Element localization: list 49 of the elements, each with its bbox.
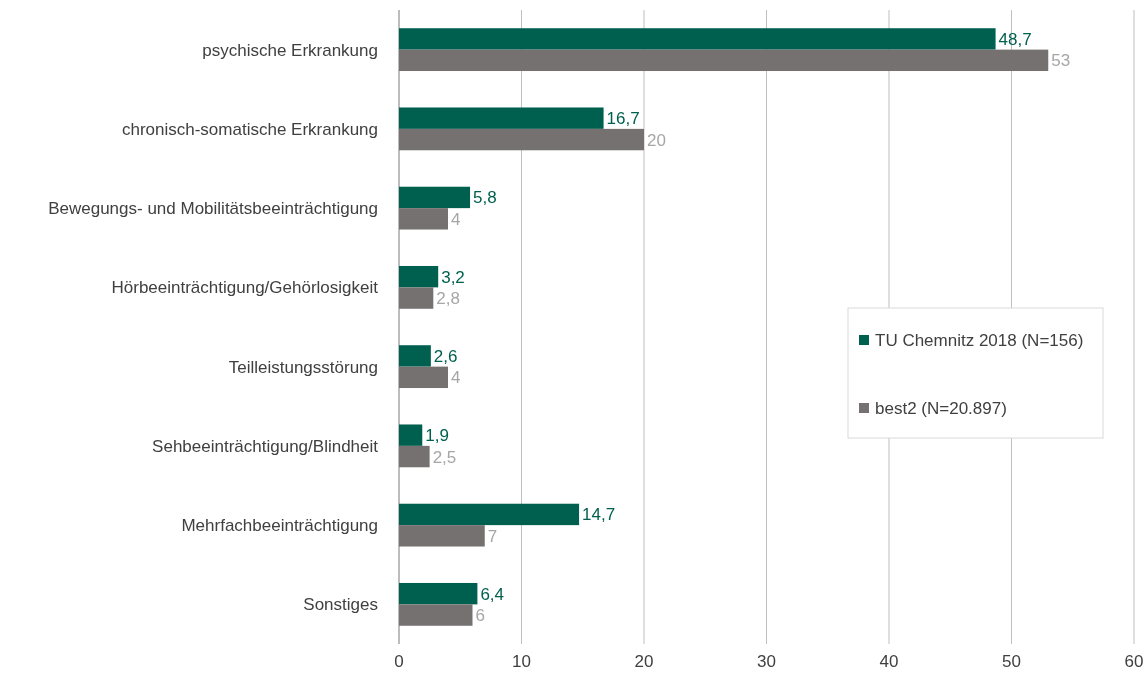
bar bbox=[399, 186, 471, 209]
y-tick-label: Hörbeeinträchtigung/Gehörlosigkeit bbox=[111, 278, 379, 298]
x-tick-label: 10 bbox=[512, 652, 531, 671]
bar bbox=[399, 287, 434, 309]
x-tick-label: 50 bbox=[1002, 652, 1021, 671]
data-label: 7 bbox=[487, 526, 498, 546]
y-tick-label: Bewegungs- und Mobilitätsbeeinträchtigung bbox=[48, 199, 378, 219]
data-label: 2,5 bbox=[432, 447, 457, 467]
x-tick-label: 20 bbox=[634, 652, 654, 671]
data-label: 1,9 bbox=[425, 426, 449, 446]
data-label: 4 bbox=[451, 209, 461, 229]
legend-label: TU Chemnitz 2018 (N=156) bbox=[875, 330, 1084, 350]
bar bbox=[399, 49, 1049, 72]
data-label: 14,7 bbox=[582, 505, 616, 525]
bar bbox=[399, 503, 580, 526]
y-tick-label: chronisch-somatische Erkrankung bbox=[121, 119, 378, 139]
bar bbox=[399, 208, 448, 230]
data-label: 6 bbox=[475, 606, 485, 626]
bar bbox=[399, 424, 423, 446]
bar bbox=[399, 445, 430, 468]
legend-label: best2 (N=20.897) bbox=[875, 398, 1007, 418]
bar bbox=[399, 265, 439, 288]
data-label: 16,7 bbox=[606, 109, 640, 129]
data-label: 5,8 bbox=[473, 188, 497, 208]
bar bbox=[399, 28, 996, 50]
bar bbox=[399, 525, 485, 547]
x-tick-label: 40 bbox=[879, 652, 899, 671]
bar bbox=[399, 128, 644, 151]
bar bbox=[399, 604, 473, 626]
y-tick-label: Mehrfachbeeinträchtigung bbox=[181, 516, 378, 536]
data-label: 2,6 bbox=[433, 346, 458, 366]
data-label: 20 bbox=[647, 130, 666, 150]
x-tick-label: 30 bbox=[757, 652, 776, 671]
data-label: 48,7 bbox=[998, 29, 1032, 49]
x-tick-label: 0 bbox=[394, 652, 404, 671]
data-label: 53 bbox=[1051, 51, 1071, 71]
data-label: 2,8 bbox=[436, 289, 460, 309]
data-label: 4 bbox=[451, 368, 461, 388]
bar bbox=[399, 107, 604, 129]
data-label: 3,2 bbox=[441, 267, 465, 287]
bar bbox=[399, 582, 478, 605]
data-label: 6,4 bbox=[480, 584, 505, 604]
bar bbox=[399, 345, 431, 367]
y-tick-label: psychische Erkrankung bbox=[202, 40, 378, 60]
y-tick-label: Teilleistungsstörung bbox=[228, 357, 378, 377]
y-tick-label: Sehbeeinträchtigung/Blindheit bbox=[152, 436, 379, 456]
bar bbox=[399, 366, 448, 389]
x-tick-label: 60 bbox=[1124, 652, 1144, 671]
y-tick-label: Sonstiges bbox=[303, 595, 378, 615]
